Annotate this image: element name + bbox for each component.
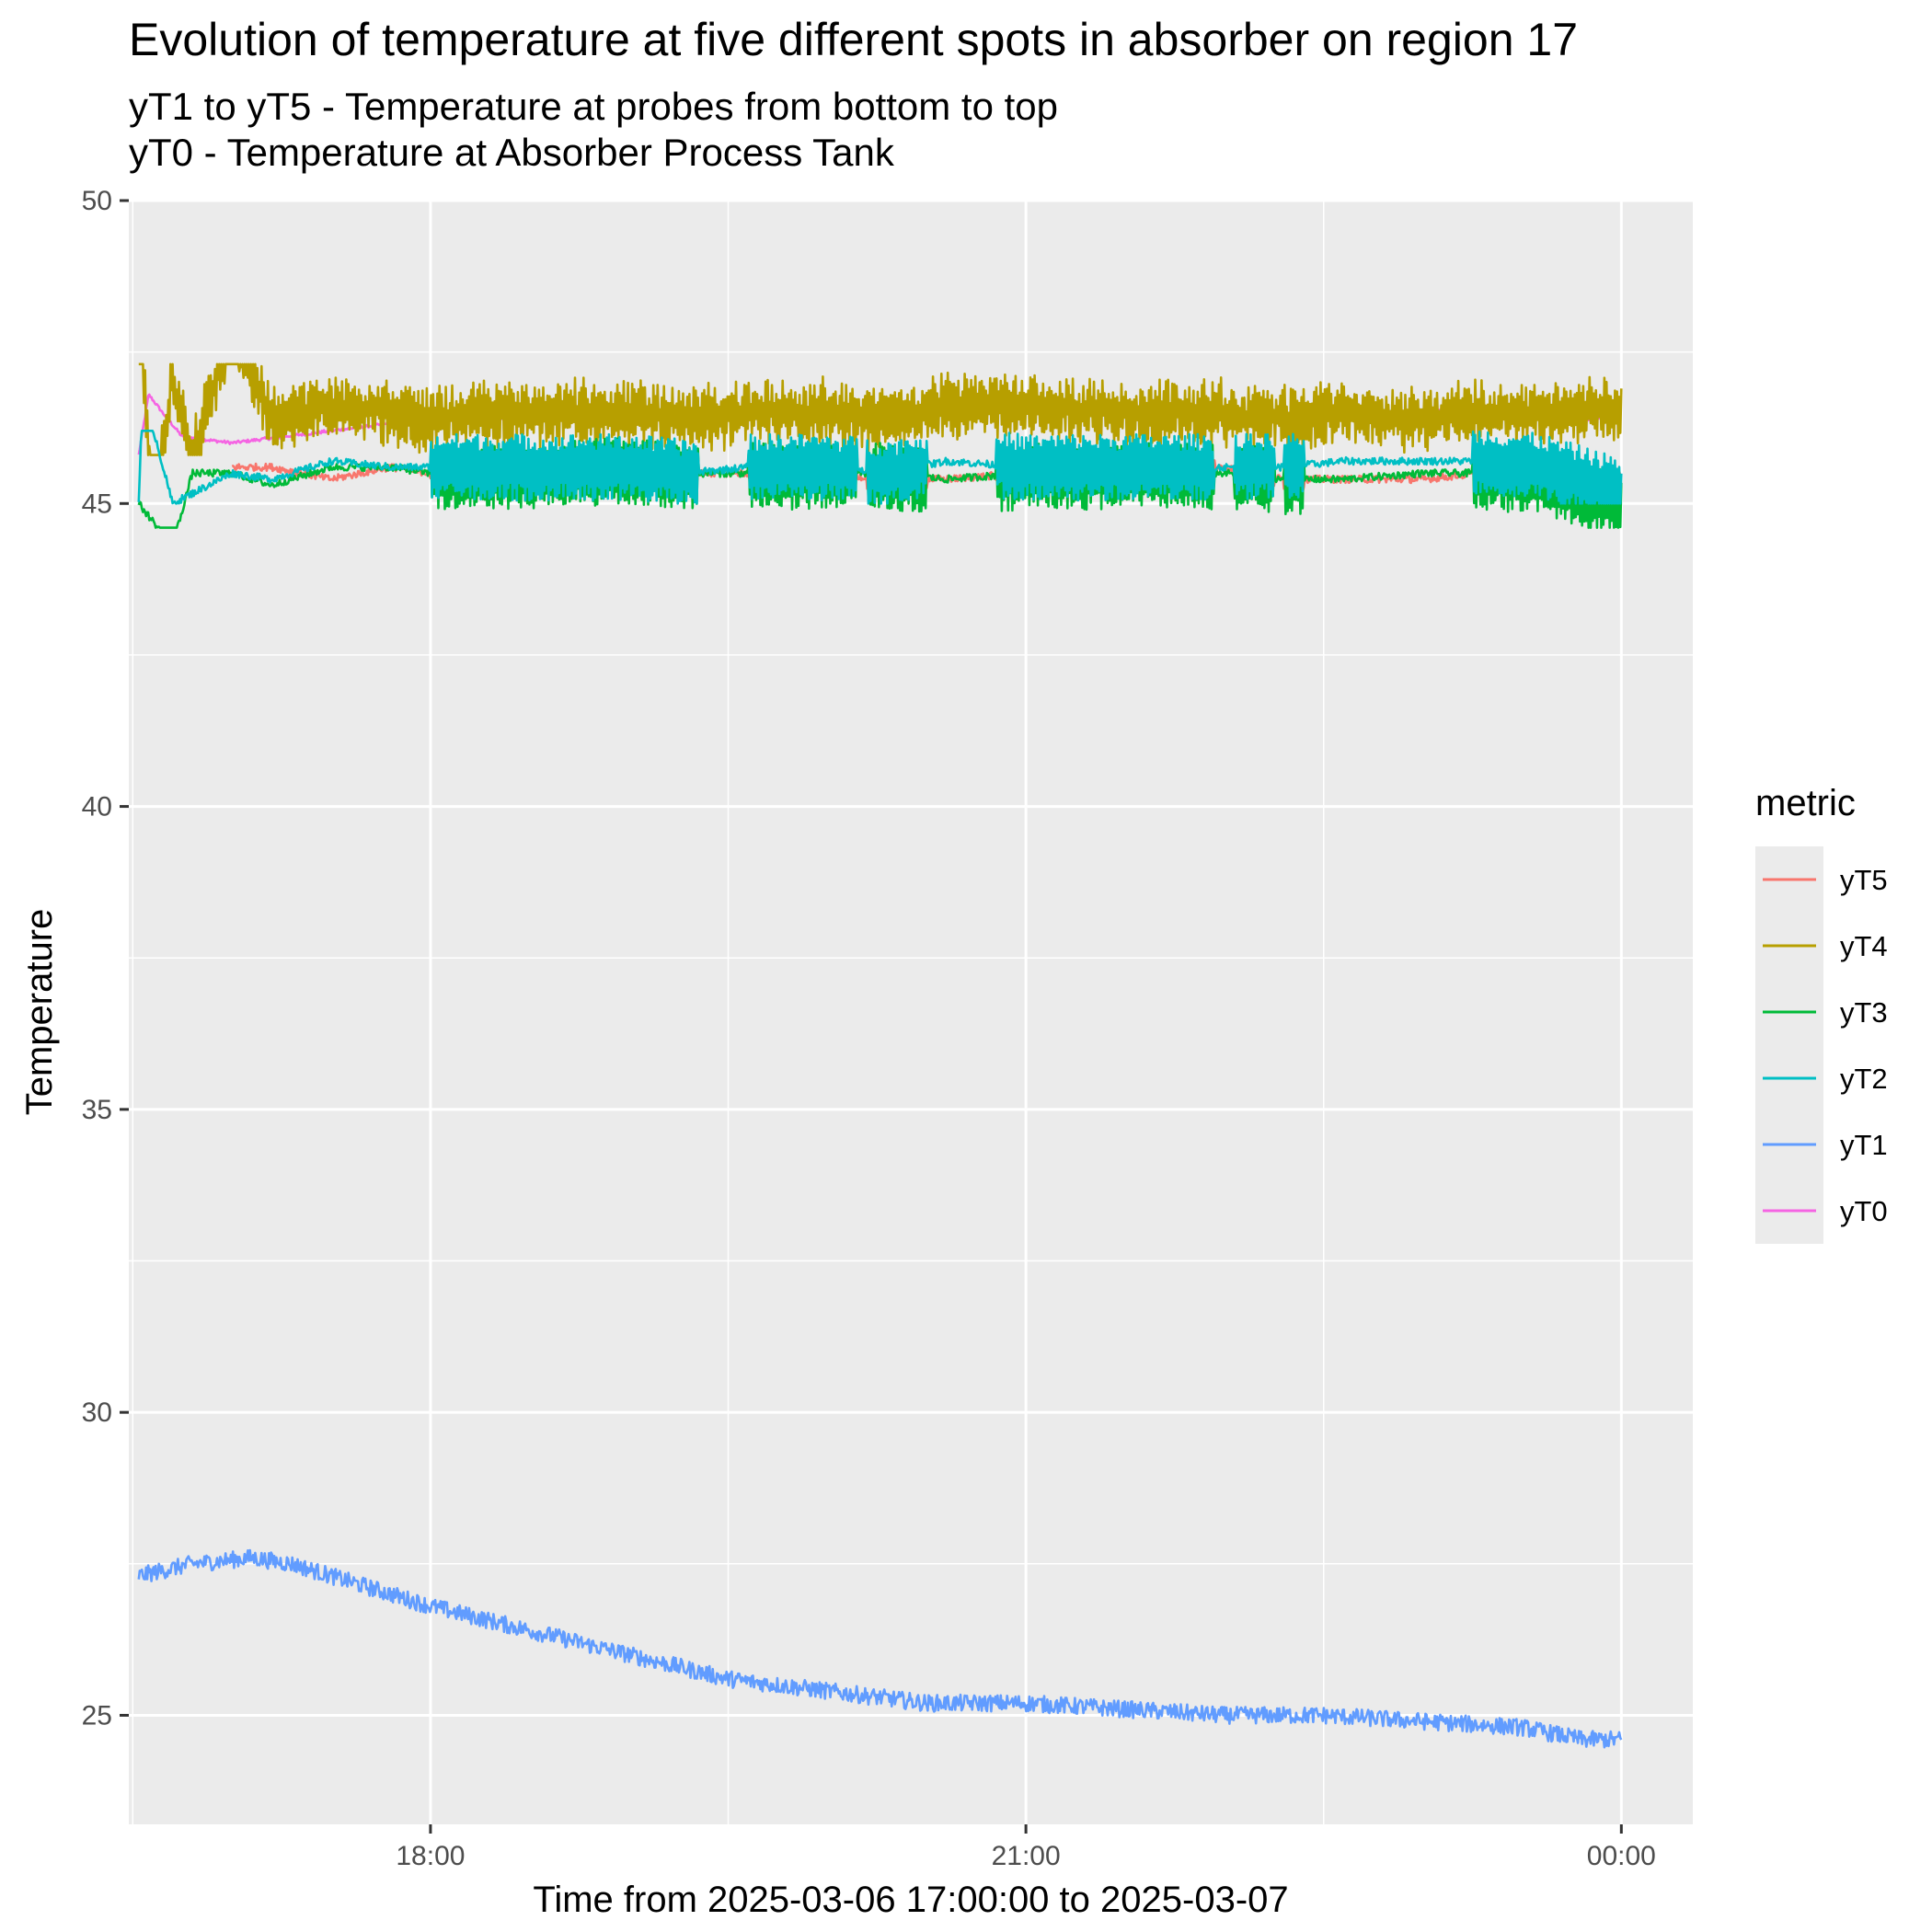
chart-title: Evolution of temperature at five differe… xyxy=(129,14,1579,65)
legend-label-yT5: yT5 xyxy=(1840,864,1888,896)
y-tick-label-1: 30 xyxy=(82,1397,112,1428)
y-tick-label-3: 40 xyxy=(82,792,112,822)
legend: metric yT5 yT4 yT3 yT2 yT1 yT0 xyxy=(1755,783,1888,1244)
chart-subtitle-line-1: yT1 to yT5 - Temperature at probes from … xyxy=(129,85,1059,128)
y-axis-title: Temperature xyxy=(19,909,60,1116)
series-line-yT4 xyxy=(138,362,1623,456)
legend-label-yT4: yT4 xyxy=(1840,930,1888,962)
y-tick-label-4: 45 xyxy=(82,489,112,519)
legend-label-yT1: yT1 xyxy=(1840,1129,1888,1161)
x-axis-title: Time from 2025-03-06 17:00:00 to 2025-03… xyxy=(533,1880,1288,1920)
axis-layer: 25 30 35 40 45 50 18:00 21:00 00:00 xyxy=(82,186,1656,1871)
x-tick-label-1: 21:00 xyxy=(992,1841,1061,1871)
y-tick-label-5: 50 xyxy=(82,186,112,216)
series-line-yT2 xyxy=(137,429,1623,505)
y-tick-label-0: 25 xyxy=(82,1700,112,1731)
legend-title: metric xyxy=(1755,783,1856,823)
legend-label-yT2: yT2 xyxy=(1840,1063,1888,1095)
series-layer xyxy=(137,362,1623,1749)
legend-label-yT0: yT0 xyxy=(1840,1195,1888,1227)
legend-key-background xyxy=(1755,846,1823,1244)
y-tick-label-2: 35 xyxy=(82,1095,112,1125)
x-tick-label-0: 18:00 xyxy=(396,1841,465,1871)
legend-label-yT3: yT3 xyxy=(1840,996,1888,1029)
chart-subtitle-line-2: yT0 - Temperature at Absorber Process Ta… xyxy=(129,131,894,174)
x-tick-label-2: 00:00 xyxy=(1587,1841,1656,1871)
series-line-yT1 xyxy=(137,1548,1623,1749)
